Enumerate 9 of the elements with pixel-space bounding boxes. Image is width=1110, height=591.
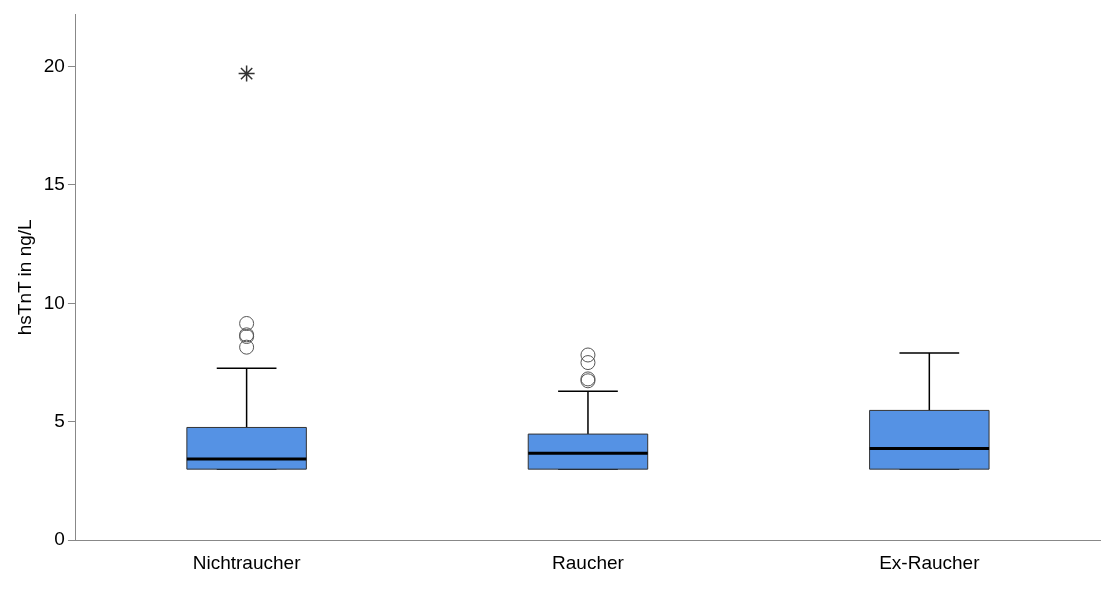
x-tick-label: Raucher: [552, 551, 625, 573]
y-tick-label: 10: [43, 291, 65, 313]
x-tick-label: Ex-Raucher: [879, 551, 981, 573]
y-axis-title: hsTnT in ng/L: [13, 219, 35, 336]
y-tick-label: 5: [54, 410, 65, 432]
y-tick-label: 20: [43, 54, 65, 76]
y-tick-label: 15: [43, 173, 65, 195]
y-tick-label: 0: [54, 528, 65, 550]
x-tick-label: Nichtraucher: [192, 551, 302, 573]
